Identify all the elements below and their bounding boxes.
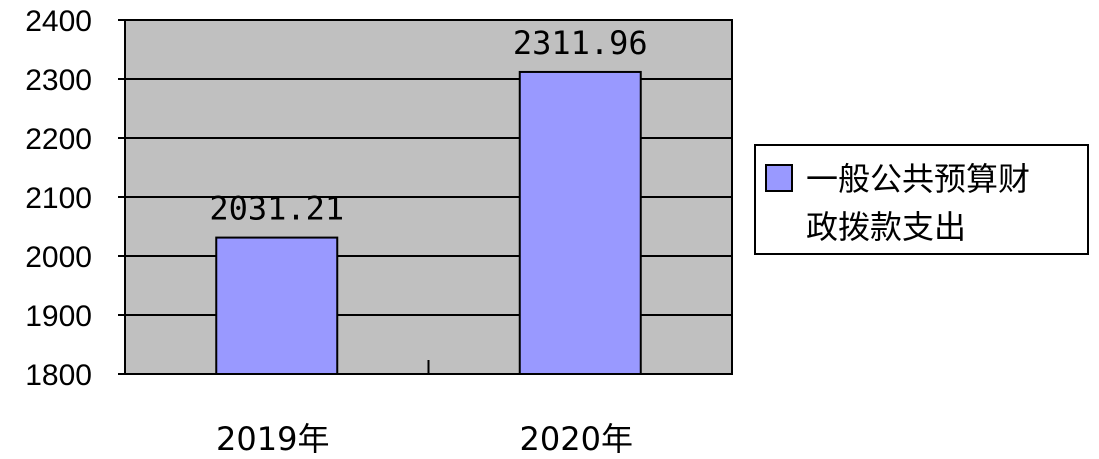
y-tick-label: 1800 [25,359,92,392]
y-tick-label: 2300 [25,64,92,97]
y-axis: 1800 1900 2000 2100 2200 2300 2400 [25,5,125,392]
data-label: 2311.96 [513,24,648,62]
y-tick-label: 2000 [25,241,92,274]
y-tick-label: 2400 [25,5,92,38]
y-tick-label: 2200 [25,123,92,156]
data-label: 2031.21 [209,190,344,228]
x-axis: 2019年 2020年 [124,360,733,458]
y-tick-label: 1900 [25,300,92,333]
legend-line-1: 一般公共预算财 [806,160,1030,198]
x-category-label: 2019年 [216,420,329,458]
legend-line-2: 政拨款支出 [806,208,966,246]
bar [215,236,339,375]
bars [215,70,642,375]
data-labels: 2031.21 2311.96 [209,24,647,228]
bar [518,70,642,375]
x-category-label: 2020年 [520,420,633,458]
legend-swatch [765,164,793,192]
legend: 一般公共预算财 政拨款支出 [754,144,1089,255]
legend-box [754,144,1089,255]
y-tick-label: 2100 [25,182,92,215]
